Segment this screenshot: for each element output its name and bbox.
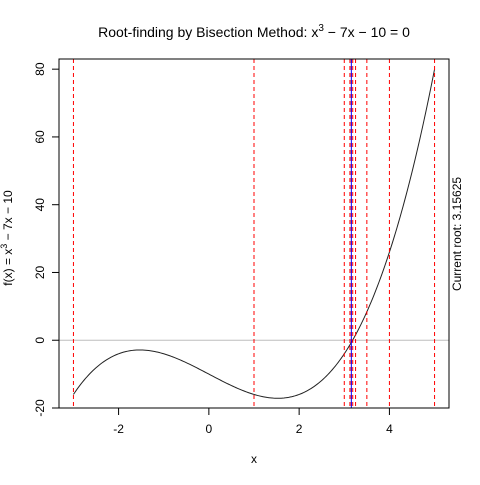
- y-axis-label-superscript: 3: [0, 244, 9, 249]
- chart-title-suffix: − 7x − 10 = 0: [324, 24, 410, 40]
- y-tick-label-1: 0: [33, 337, 47, 344]
- y-axis-label-prefix: f(x) = x: [1, 249, 15, 286]
- y-tick-label-3: 40: [33, 198, 47, 212]
- function-curve: [73, 69, 436, 399]
- y-tick-label-0: -20: [33, 399, 47, 417]
- chart-title: Root-finding by Bisection Method: x3 − 7…: [98, 23, 410, 40]
- x-axis-label: x: [251, 452, 257, 466]
- y-axis-label-suffix: − 7x − 10: [1, 190, 15, 244]
- x-tick-label-3: 4: [386, 422, 393, 436]
- y-tick-label-2: 20: [33, 265, 47, 279]
- current-root-label: Current root: 3.15625: [450, 177, 464, 291]
- x-tick-label-1: 0: [206, 422, 213, 436]
- chart-title-prefix: Root-finding by Bisection Method: x: [98, 24, 318, 40]
- chart-title-superscript: 3: [318, 23, 324, 34]
- y-tick-label-4: 60: [33, 130, 47, 144]
- y-tick-label-5: 80: [33, 62, 47, 76]
- x-tick-label-2: 2: [296, 422, 303, 436]
- x-tick-label-0: -2: [113, 422, 124, 436]
- y-axis-label: f(x) = x3 − 7x − 10: [0, 190, 15, 286]
